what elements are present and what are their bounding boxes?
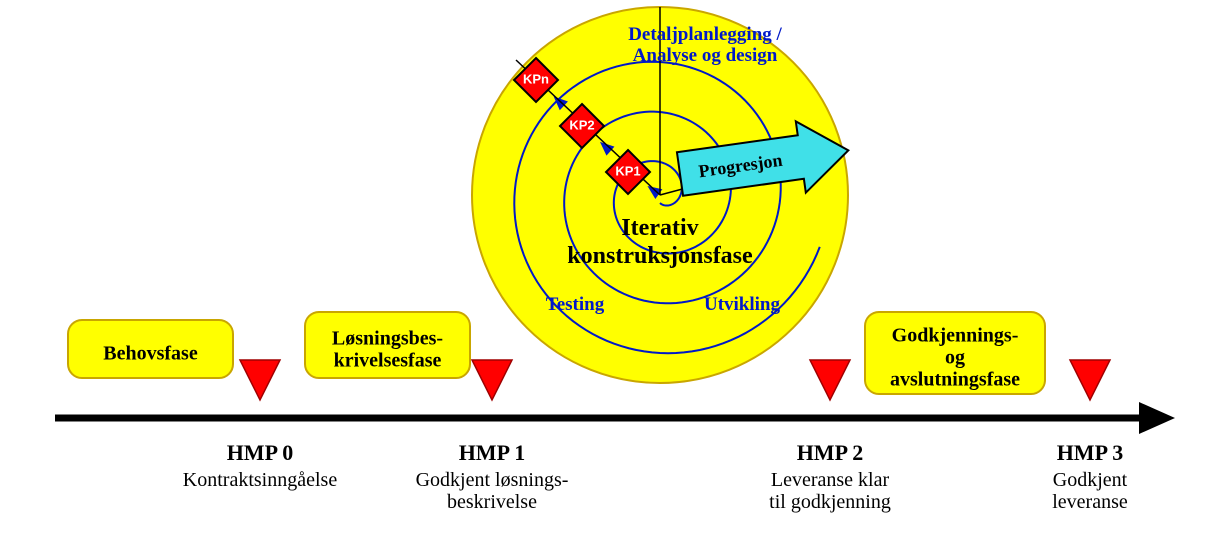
hmp-marker-hmp0: HMP 0 Kontraktsinngåelse [183,360,338,491]
phase-box-godkjenning: Godkjennings-ogavslutningsfase [865,312,1045,394]
iterative-title-line: konstruksjonsfase [567,243,753,269]
hmp-marker-hmp1: HMP 1 Godkjent løsnings-beskrivelse [416,360,569,513]
phase-box-label: Godkjennings- [892,325,1019,347]
hmp-subtitle: til godkjenning [769,491,891,513]
hmp-subtitle: Godkjent [1053,469,1128,491]
kp-label: KP2 [569,117,594,132]
hmp-marker-hmp3: HMP 3 Godkjentleveranse [1052,360,1128,513]
hmp-triangle-icon [240,360,280,400]
sector-label-top: Analyse og design [633,45,778,66]
phase-box-label: Løsningsbes- [332,328,443,350]
hmp-subtitle: beskrivelse [447,491,537,513]
phase-box-label: krivelsesfase [334,350,442,372]
hmp-title: HMP 0 [227,440,294,465]
kp-label: KPn [523,71,549,86]
phase-box-behovsfase: Behovsfase [68,320,233,378]
hmp-subtitle: Godkjent løsnings- [416,469,569,491]
hmp-subtitle: Leveranse klar [771,469,890,491]
hmp-title: HMP 1 [459,440,526,465]
sector-label-top: Detaljplanlegging / [628,24,782,45]
phase-box-label: og [945,347,965,369]
hmp-triangle-icon [472,360,512,400]
hmp-triangle-icon [810,360,850,400]
sector-label-testing: Testing [546,294,605,315]
hmp-title: HMP 3 [1057,440,1124,465]
hmp-subtitle: leveranse [1052,491,1128,513]
phase-box-losningsbeskrivelse: Løsningsbes-krivelsesfase [305,312,470,378]
phase-box-label: Behovsfase [103,343,198,365]
iterative-title-line: Iterativ [621,215,698,241]
hmp-triangle-icon [1070,360,1110,400]
sector-label-utvikling: Utvikling [704,294,781,315]
phase-box-label: avslutningsfase [890,369,1020,391]
timeline-arrow [55,402,1175,434]
hmp-title: HMP 2 [797,440,864,465]
hmp-subtitle: Kontraktsinngåelse [183,469,338,491]
iterative-circle: Iterativkonstruksjonsfase Detaljplanleggi… [472,7,848,383]
kp-label: KP1 [615,163,640,178]
